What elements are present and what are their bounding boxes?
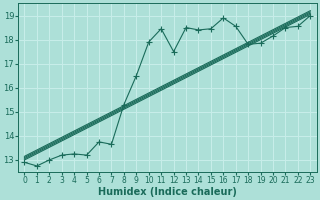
X-axis label: Humidex (Indice chaleur): Humidex (Indice chaleur) xyxy=(98,187,237,197)
